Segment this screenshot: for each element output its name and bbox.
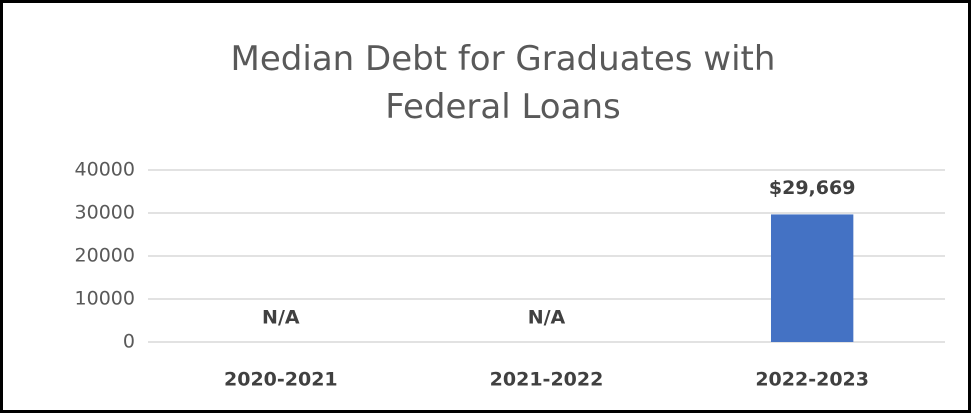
bar (770, 214, 854, 342)
value-label: N/A (262, 307, 300, 329)
x-tick-label: 2020-2021 (224, 369, 338, 391)
y-tick-label: 10000 (75, 288, 135, 310)
y-tick-label: 40000 (75, 159, 135, 181)
value-label: $29,669 (769, 177, 856, 199)
chart: 0 10000 20000 30000 40000 2020-2021 N/A 2021-20… (75, 159, 945, 391)
y-tick-label: 20000 (75, 245, 135, 267)
value-label: N/A (528, 307, 566, 329)
x-tick-label: 2021-2022 (490, 369, 604, 391)
x-tick-label: 2022-2023 (755, 369, 869, 391)
y-tick-label: 0 (123, 331, 135, 353)
chart-title: Median Debt for Graduates with Federal L… (230, 39, 776, 127)
y-tick-label: 30000 (75, 202, 135, 224)
